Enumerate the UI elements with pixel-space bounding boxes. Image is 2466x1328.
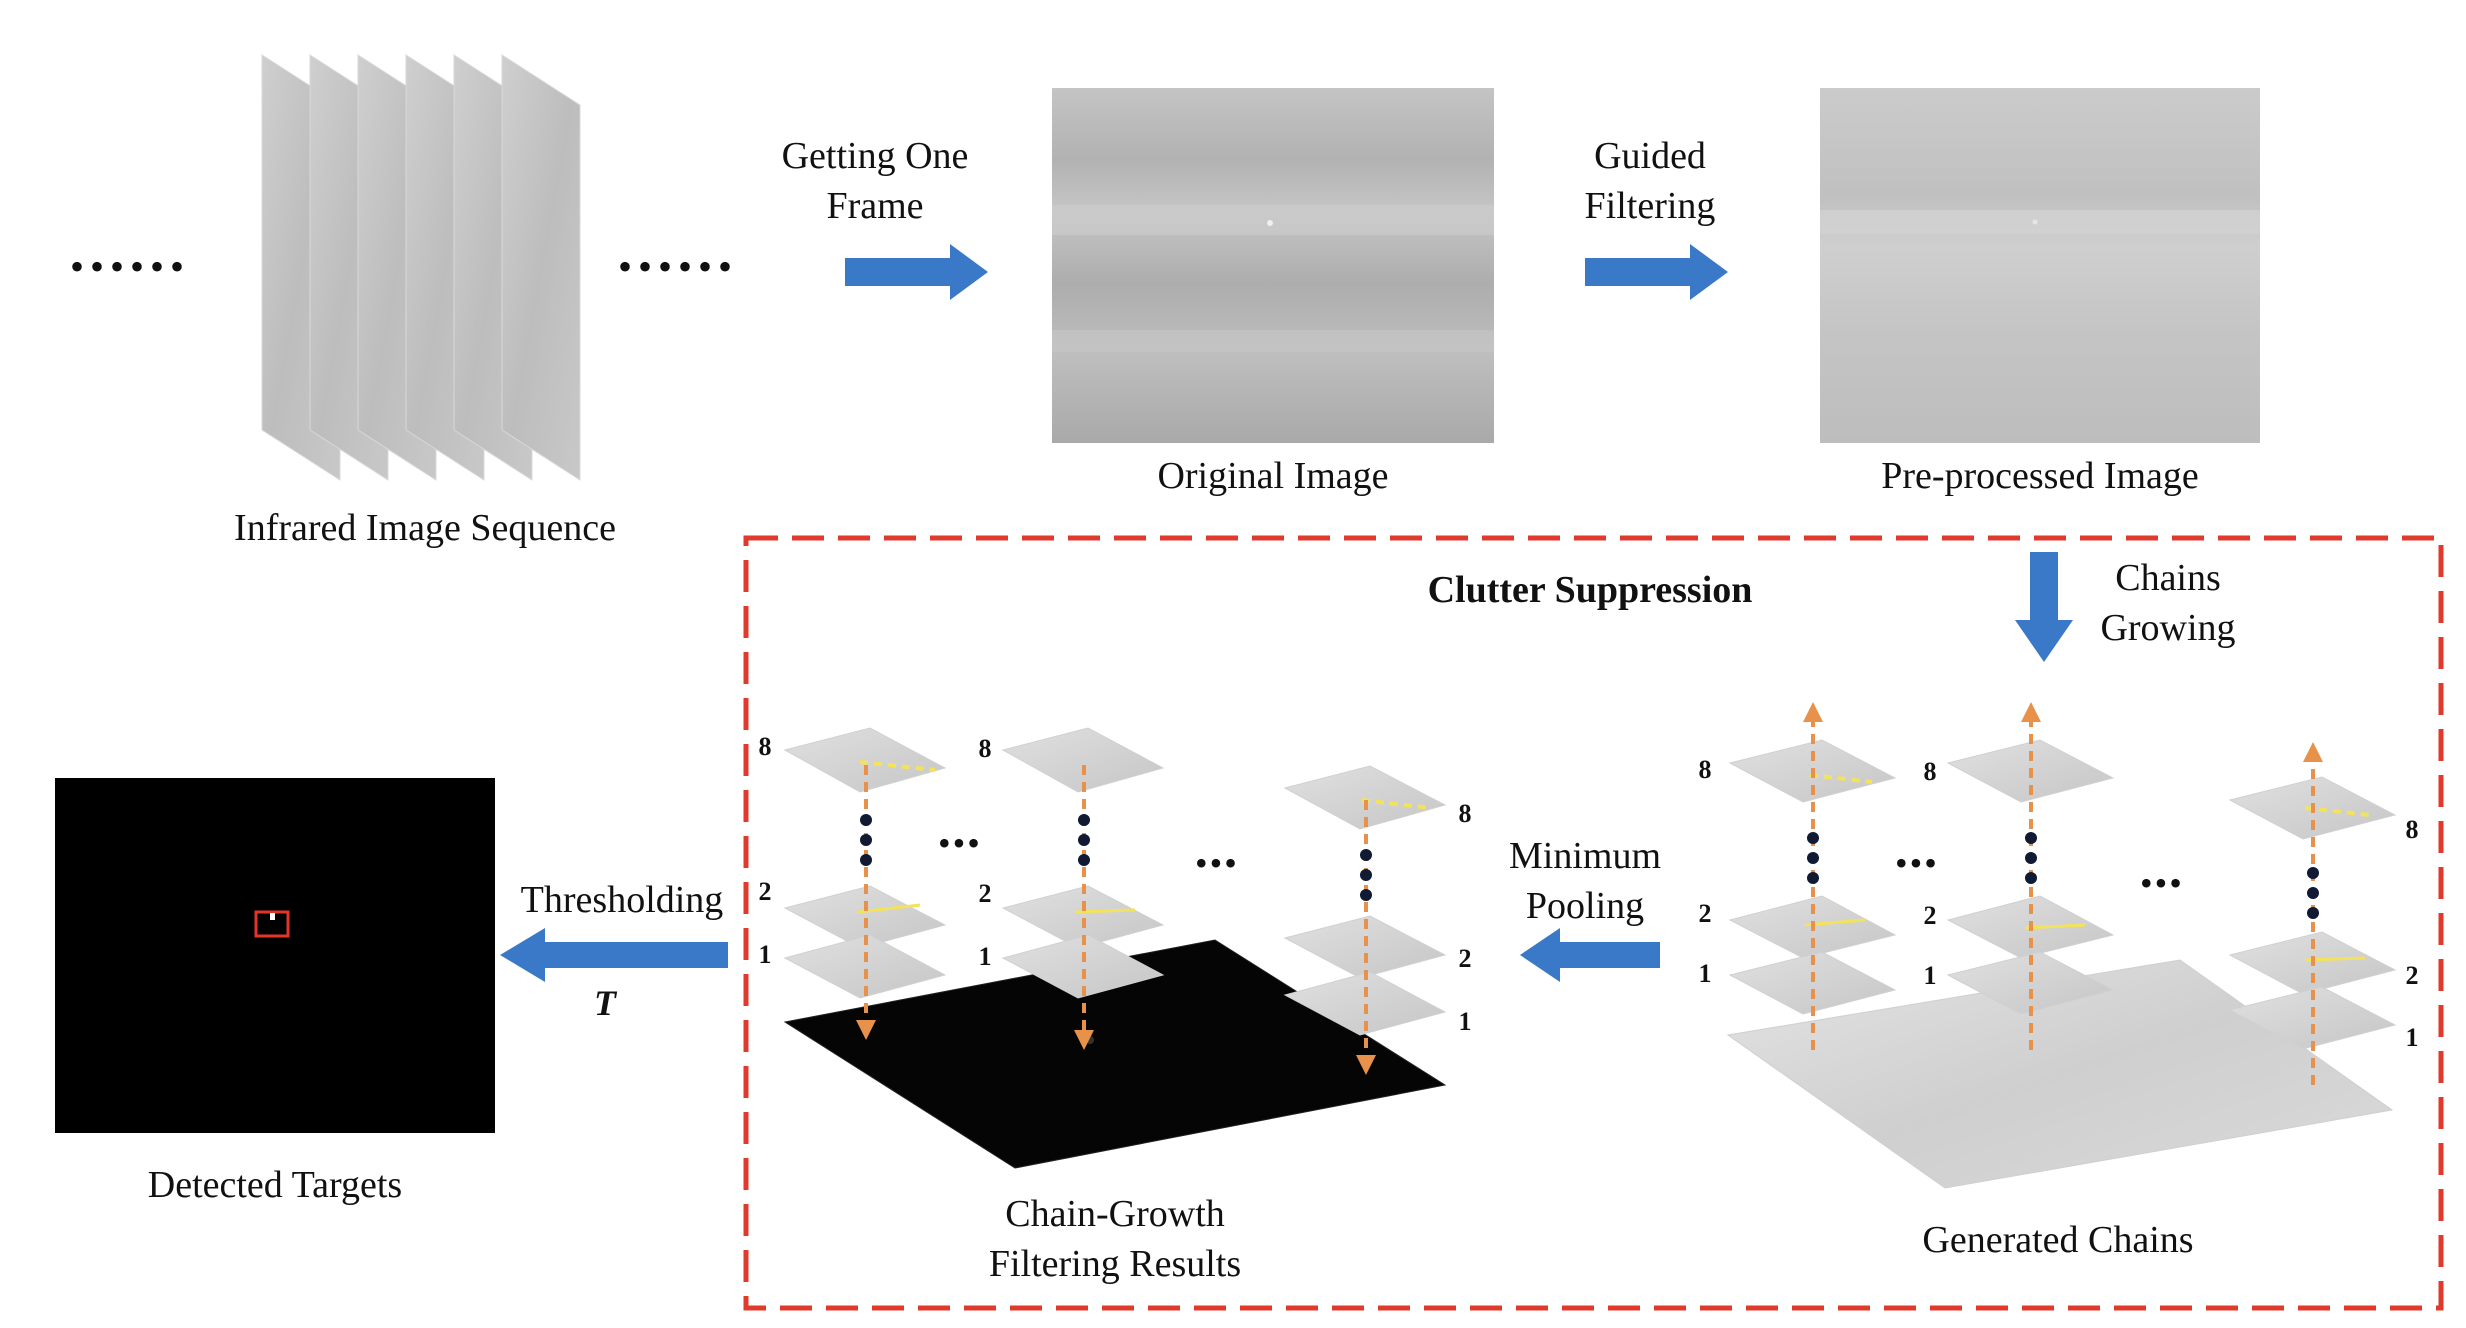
cgf-label-line1: Chain-Growth <box>1005 1193 1225 1235</box>
cgf1-layer-1: 1 <box>759 940 772 969</box>
chains-growing-arrow <box>2015 552 2073 662</box>
cgf3-layer-1: 1 <box>1459 1007 1472 1036</box>
generated-chains-label: Generated Chains <box>1922 1219 2193 1261</box>
gc2-layer-1: 1 <box>1924 961 1937 990</box>
cgf-label-line2: Filtering Results <box>989 1243 1241 1285</box>
gc2-layer-2: 2 <box>1924 901 1937 930</box>
guided-label-line2: Filtering <box>1585 185 1716 227</box>
gc3-layer-2: 2 <box>2406 961 2419 990</box>
gc3-layer-8: 8 <box>2406 815 2419 844</box>
pooling-label-line2: Pooling <box>1526 885 1644 927</box>
gc3-layer-1: 1 <box>2406 1023 2419 1052</box>
preprocessed-image <box>1820 88 2260 443</box>
gc1-layer-2: 2 <box>1699 899 1712 928</box>
generated-chains <box>1726 702 2397 1189</box>
cgf2-layer-2: 2 <box>979 879 992 908</box>
threshold-symbol: T <box>594 983 618 1023</box>
sequence-label: Infrared Image Sequence <box>234 507 616 549</box>
thresholding-label: Thresholding <box>521 879 724 921</box>
sequence-ellipsis-right: •••••• <box>618 244 738 289</box>
sequence-ellipsis-left: •••••• <box>70 244 190 289</box>
getting-label-line2: Frame <box>826 185 923 227</box>
preprocessed-image-label: Pre-processed Image <box>1881 455 2199 497</box>
generated-ellipsis-1: ••• <box>1895 843 1939 883</box>
getting-label-line1: Getting One <box>782 135 969 177</box>
cgf2-layer-1: 1 <box>979 942 992 971</box>
detected-targets-label: Detected Targets <box>148 1164 402 1206</box>
pooling-label-line1: Minimum <box>1509 835 1661 877</box>
chains-label-line2: Growing <box>2100 607 2235 649</box>
infrared-frame-stack <box>261 54 581 481</box>
thresholding-arrow <box>500 928 728 982</box>
guided-label-line1: Guided <box>1594 135 1706 177</box>
cgf-ellipsis-2: ••• <box>1195 843 1239 883</box>
cgf1-layer-8: 8 <box>759 732 772 761</box>
cgf3-layer-8: 8 <box>1459 799 1472 828</box>
generated-ellipsis-2: ••• <box>2140 863 2184 903</box>
chains-label-line1: Chains <box>2115 557 2221 599</box>
chain-growth-filtering-results <box>783 727 1447 1169</box>
clutter-suppression-title: Clutter Suppression <box>1428 569 1753 611</box>
gc2-layer-8: 8 <box>1924 757 1937 786</box>
minimum-pooling-arrow <box>1520 928 1660 982</box>
original-image <box>1052 88 1494 443</box>
clutter-suppression-box <box>743 535 2444 1311</box>
target-box <box>254 910 290 938</box>
original-image-label: Original Image <box>1157 455 1388 497</box>
guided-filtering-arrow <box>1585 244 1728 300</box>
cgf1-layer-2: 2 <box>759 877 772 906</box>
getting-one-frame-arrow <box>845 244 988 300</box>
cgf2-layer-8: 8 <box>979 734 992 763</box>
cgf3-layer-2: 2 <box>1459 944 1472 973</box>
cgf-ellipsis-1: ••• <box>938 823 982 863</box>
gc1-layer-8: 8 <box>1699 755 1712 784</box>
gc1-layer-1: 1 <box>1699 959 1712 988</box>
detected-targets-image <box>55 778 495 1133</box>
